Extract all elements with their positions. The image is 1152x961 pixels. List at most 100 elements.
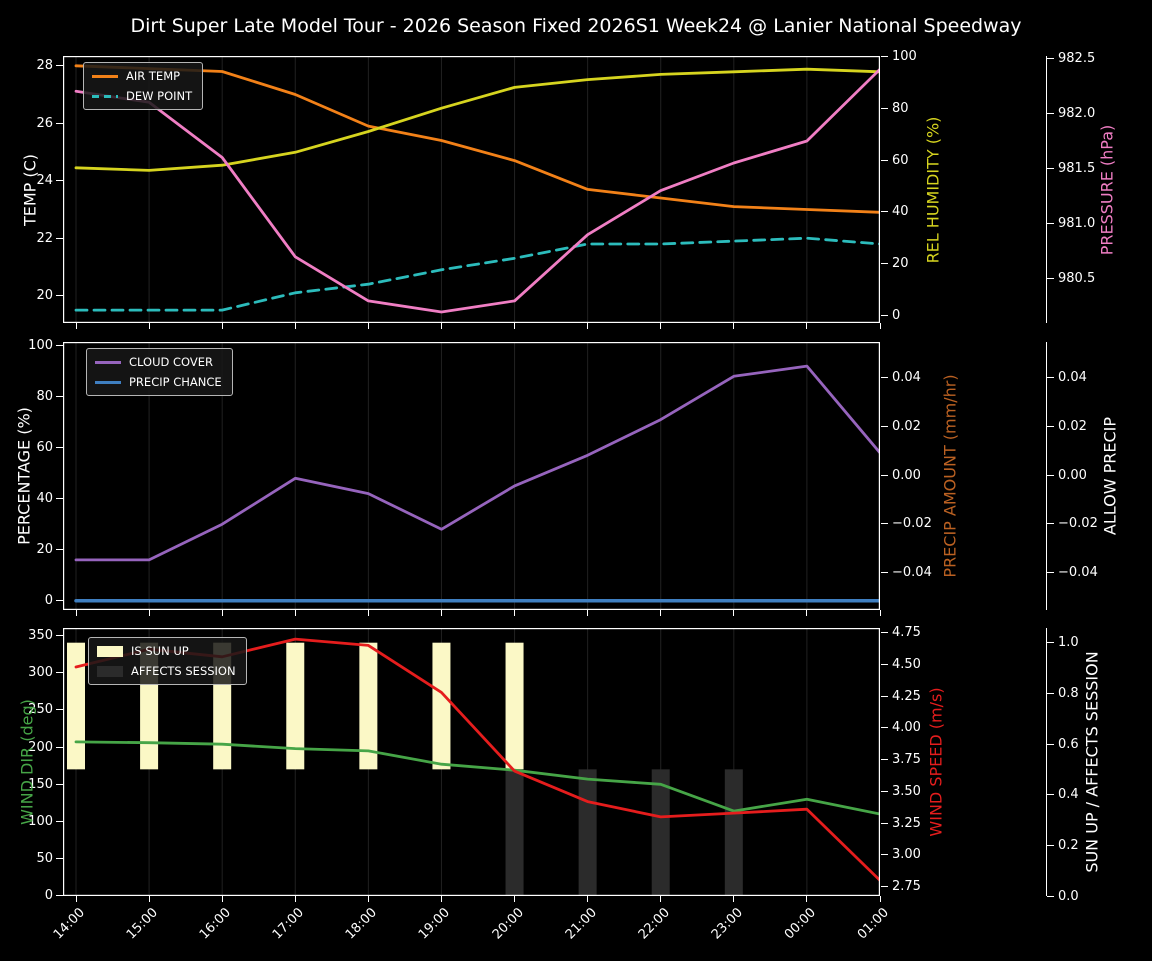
humidity-tick-label: 0 [892, 308, 901, 324]
hour-tick-mark [879, 896, 881, 902]
temp-tick-mark [56, 122, 63, 124]
dir-tick-mark [56, 746, 63, 748]
chart-title: Dirt Super Late Model Tour - 2026 Season… [130, 15, 1022, 37]
x-tick-label: 18:00 [343, 905, 381, 943]
x-tick-label: 22:00 [635, 905, 673, 943]
temp-tick-label: 28 [36, 58, 53, 74]
is-sun-up-bar [286, 642, 305, 770]
hour-tick-mark [587, 610, 589, 616]
cloud-precip-legend: CLOUD COVER PRECIP CHANCE [86, 348, 233, 396]
humidity-tick-label: 100 [892, 48, 917, 64]
pressure-tick-label: 981.0 [1058, 216, 1096, 232]
sun-axis-label: SUN UP / AFFECTS SESSION [1082, 651, 1102, 873]
hour-tick-mark [806, 610, 808, 616]
x-tick-label: 00:00 [781, 905, 819, 943]
speed-tick-mark [881, 663, 888, 665]
hour-tick-mark [440, 610, 442, 616]
hour-tick-mark [879, 323, 881, 329]
hour-tick-mark [221, 896, 223, 902]
pct-tick-mark [56, 396, 63, 398]
allow-tick-label: −0.04 [1058, 564, 1098, 580]
is-sun-up-bar [505, 642, 524, 770]
sun-tick-label: 0.0 [1058, 888, 1079, 904]
legend-label-air-temp: AIR TEMP [126, 69, 181, 83]
sun-tick-mark [1047, 743, 1054, 745]
dew-point-line-swatch [92, 94, 118, 98]
sun-tick-label: 0.8 [1058, 685, 1079, 701]
x-tick-label: 15:00 [123, 905, 161, 943]
humidity-tick-label: 40 [892, 204, 909, 220]
sun-tick-mark [1047, 895, 1054, 897]
humidity-tick-label: 80 [892, 100, 909, 116]
legend-item-is-sun-up: IS SUN UP [97, 644, 236, 658]
temp-tick-label: 20 [36, 288, 53, 304]
wind-sun-panel: IS SUN UP AFFECTS SESSION [63, 628, 880, 896]
hour-tick-mark [367, 896, 369, 902]
speed-tick-mark [881, 695, 888, 697]
x-tick-label: 19:00 [416, 905, 454, 943]
x-tick-label: 16:00 [196, 905, 235, 943]
speed-tick-mark [881, 632, 888, 634]
humidity-tick-mark [881, 263, 888, 265]
temp-tick-mark [56, 65, 63, 67]
amount-tick-label: 0.02 [892, 418, 921, 434]
speed-tick-label: 4.00 [892, 720, 921, 736]
humidity-tick-mark [881, 211, 888, 213]
dir-tick-label: 350 [28, 628, 53, 644]
amount-tick-label: −0.04 [892, 564, 932, 580]
dir-tick-mark [56, 858, 63, 860]
dir-tick-label: 0 [44, 888, 53, 904]
hour-tick-mark [221, 323, 223, 329]
sun-tick-label: 0.6 [1058, 736, 1079, 752]
legend-item-affects-session: AFFECTS SESSION [97, 664, 236, 678]
amount-tick-mark [881, 571, 888, 573]
hour-tick-mark [806, 896, 808, 902]
amount-tick-mark [881, 523, 888, 525]
sun-tick-mark [1047, 844, 1054, 846]
allow-axis-spine [1046, 342, 1047, 610]
hour-tick-mark [660, 323, 662, 329]
wind-dir-line [74, 740, 880, 816]
pressure-tick-label: 982.0 [1058, 105, 1096, 121]
speed-tick-mark [881, 854, 888, 856]
is-sun-up-bar [67, 642, 85, 770]
sun-tick-label: 0.4 [1058, 787, 1079, 803]
hour-tick-mark [660, 896, 662, 902]
pressure-tick-label: 981.5 [1058, 161, 1096, 177]
legend-label-cloud-cover: CLOUD COVER [129, 355, 214, 369]
affects-session-bar-swatch [97, 665, 123, 677]
dir-tick-label: 250 [28, 702, 53, 718]
temp-tick-mark [56, 295, 63, 297]
pct-tick-label: 20 [36, 542, 53, 558]
amount-tick-mark [881, 425, 888, 427]
pressure-tick-mark [1047, 168, 1054, 170]
allow-tick-label: 0.02 [1058, 418, 1087, 434]
pressure-line [74, 67, 880, 314]
temp-tick-label: 26 [36, 115, 53, 131]
pressure-tick-mark [1047, 57, 1054, 59]
affects-session-bar [724, 769, 743, 896]
pressure-tick-mark [1047, 112, 1054, 114]
hour-tick-mark [733, 896, 735, 902]
sun-up-bar-swatch [97, 645, 123, 657]
hour-tick-mark [148, 323, 150, 329]
temperature-legend: AIR TEMP DEW POINT [83, 62, 204, 110]
temperature-panel: AIR TEMP DEW POINT [63, 56, 880, 323]
hour-tick-mark [148, 610, 150, 616]
pressure-tick-mark [1047, 223, 1054, 225]
dir-tick-mark [56, 820, 63, 822]
pressure-tick-label: 982.5 [1058, 50, 1096, 66]
sun-axis-spine [1046, 628, 1047, 896]
legend-label-is-sun-up: IS SUN UP [131, 644, 189, 658]
speed-tick-mark [881, 759, 888, 761]
humidity-tick-label: 20 [892, 256, 909, 272]
humidity-axis-label: REL HUMIDITY (%) [923, 116, 943, 263]
hour-tick-mark [587, 896, 589, 902]
sun-tick-mark [1047, 794, 1054, 796]
dew-point-line [74, 236, 880, 312]
dir-tick-label: 200 [28, 739, 53, 755]
speed-tick-mark [881, 790, 888, 792]
legend-item-precip-chance: PRECIP CHANCE [95, 375, 222, 389]
x-tick-label: 20:00 [489, 905, 527, 943]
